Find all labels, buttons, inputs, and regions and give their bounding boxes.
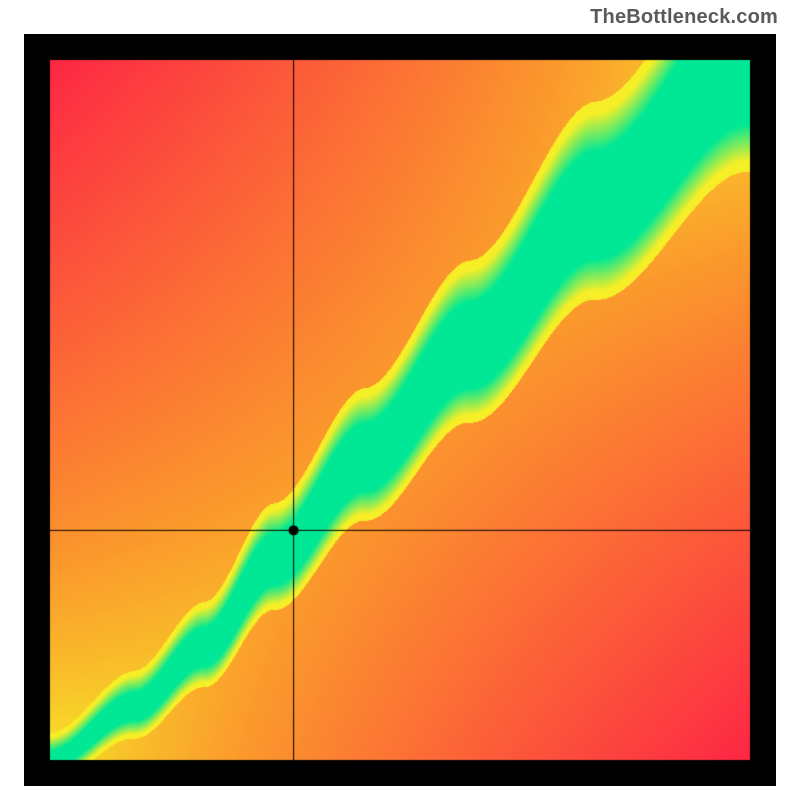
watermark-text: TheBottleneck.com bbox=[590, 6, 778, 29]
heatmap-canvas bbox=[24, 34, 776, 786]
chart-container: TheBottleneck.com bbox=[0, 0, 800, 800]
chart-frame bbox=[24, 34, 776, 786]
